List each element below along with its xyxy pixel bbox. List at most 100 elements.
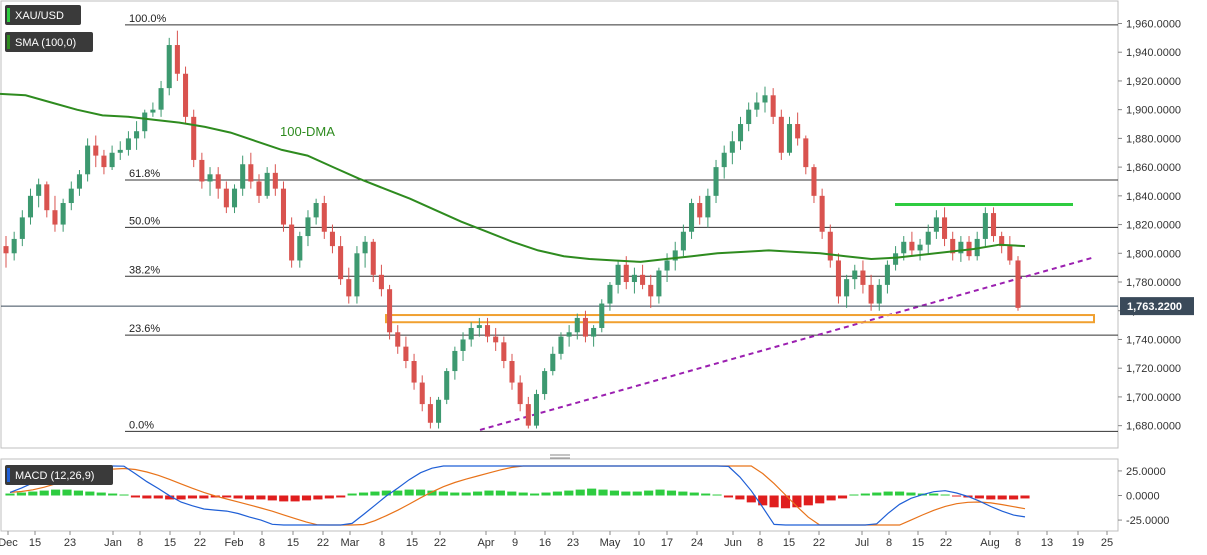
candle-up: [76, 174, 82, 189]
candle-up: [933, 217, 939, 232]
candle-down: [509, 361, 515, 383]
pane-splitter-handle[interactable]: [550, 454, 570, 459]
candle-down: [909, 241, 915, 251]
macd-tick-label: -25.0000: [1126, 515, 1169, 527]
macd-tick-label: 25.0000: [1126, 466, 1166, 478]
macd-hist-bar-up: [644, 490, 654, 496]
candle-up: [264, 172, 270, 196]
candle-up: [762, 95, 768, 103]
candle-up: [158, 88, 164, 110]
time-tick-label: 15: [406, 537, 418, 549]
candle-down: [411, 361, 417, 383]
time-tick-label: Jul: [855, 537, 869, 549]
candle-down: [280, 188, 287, 225]
candle-up: [917, 244, 923, 251]
time-tick-label: 22: [317, 537, 329, 549]
candle-down: [256, 181, 262, 196]
candle-down: [484, 325, 491, 337]
fib-label: 23.6%: [129, 323, 160, 335]
macd-hist-bar-up: [347, 493, 357, 496]
macd-hist-bar-up: [473, 491, 483, 496]
candle-down: [248, 164, 254, 182]
candle-up: [656, 270, 662, 297]
macd-hist-bar-down: [267, 495, 277, 501]
candle-up: [664, 260, 670, 271]
macd-hist-bar-up: [655, 489, 665, 496]
candle-up: [599, 303, 605, 328]
macd-badge[interactable]: MACD (12,26,9): [5, 465, 113, 485]
time-tick-label: 15: [783, 537, 795, 549]
candle-down: [199, 159, 205, 182]
candle-down: [803, 138, 809, 168]
macd-hist-bar-down: [256, 495, 266, 500]
macd-hist-bar-up: [689, 492, 699, 496]
macd-hist-bar-up: [96, 492, 106, 496]
macd-hist-bar-up: [678, 491, 688, 496]
macd-hist-bar-up: [712, 494, 722, 496]
macd-hist-bar-up: [416, 489, 426, 496]
time-tick-label: 8: [1015, 537, 1021, 549]
macd-hist-bar-up: [62, 489, 72, 496]
candle-down: [990, 213, 997, 237]
candle-up: [85, 145, 91, 175]
macd-hist-bar-up: [530, 493, 540, 496]
macd-hist-bar-up: [666, 490, 677, 496]
candle-down: [101, 155, 107, 168]
price-tick-label: 1,820.0000: [1126, 220, 1181, 232]
candle-up: [746, 109, 752, 125]
macd-hist-bar-down: [826, 495, 836, 501]
candle-up: [19, 217, 25, 239]
time-tick-label: 25: [1101, 537, 1113, 549]
macd-hist-bar-up: [404, 489, 414, 496]
candle-down: [582, 317, 588, 337]
sma-badge[interactable]: SMA (100,0): [5, 32, 93, 52]
time-tick-label: Aug: [980, 537, 1000, 549]
candle-down: [811, 167, 817, 196]
candle-down: [525, 404, 531, 426]
macd-hist-bar-down: [952, 495, 962, 497]
candle-up: [884, 264, 890, 285]
macd-hist-bar-up: [5, 493, 15, 496]
macd-hist-bar-down: [165, 495, 175, 500]
macd-hist-bar-down: [780, 495, 791, 509]
time-tick-label: 10: [633, 537, 645, 549]
candle-up: [615, 264, 621, 285]
candle-up: [436, 399, 442, 423]
candle-down: [827, 231, 833, 261]
macd-hist-bar-down: [837, 495, 848, 499]
candle-up: [207, 174, 213, 182]
macd-hist-bar-up: [393, 490, 403, 496]
time-tick-label: 19: [1072, 537, 1084, 549]
candle-down: [346, 279, 352, 297]
candle-up: [166, 45, 172, 89]
candle-up: [982, 213, 988, 239]
macd-hist-bar-up: [849, 494, 859, 496]
macd-hist-bar-up: [461, 492, 471, 496]
macd-hist-bar-up: [108, 493, 118, 496]
fibonacci-levels: 100.0% 61.8% 50.0% 38.2% 23.6% 0.0%: [125, 13, 1118, 432]
macd-hist-bar-down: [142, 495, 152, 499]
macd-hist-bar-down: [199, 495, 209, 499]
price-tick-label: 1,940.0000: [1126, 47, 1181, 59]
candle-down: [427, 404, 433, 423]
macd-hist-bar-down: [974, 495, 984, 499]
symbol-badge[interactable]: XAU/USD: [5, 5, 81, 25]
macd-hist-bar-up: [701, 493, 711, 496]
candle-up: [901, 241, 907, 254]
macd-hist-bar-up: [85, 491, 95, 496]
candle-down: [770, 95, 776, 117]
candle-up: [142, 112, 148, 132]
time-tick-label: 15: [29, 537, 41, 549]
macd-hist-bar-down: [279, 495, 289, 502]
candle-up: [844, 279, 850, 297]
ascending-trendline: [479, 256, 1094, 431]
macd-hist-bar-up: [381, 490, 391, 496]
price-tick-label: 1,700.0000: [1126, 392, 1181, 404]
candle-up: [27, 195, 34, 218]
time-tick-label: 23: [64, 537, 76, 549]
sma-badge-label: SMA (100,0): [15, 37, 76, 49]
current-price-badge: 1,763.2200: [1120, 297, 1194, 316]
candle-up: [729, 141, 735, 153]
